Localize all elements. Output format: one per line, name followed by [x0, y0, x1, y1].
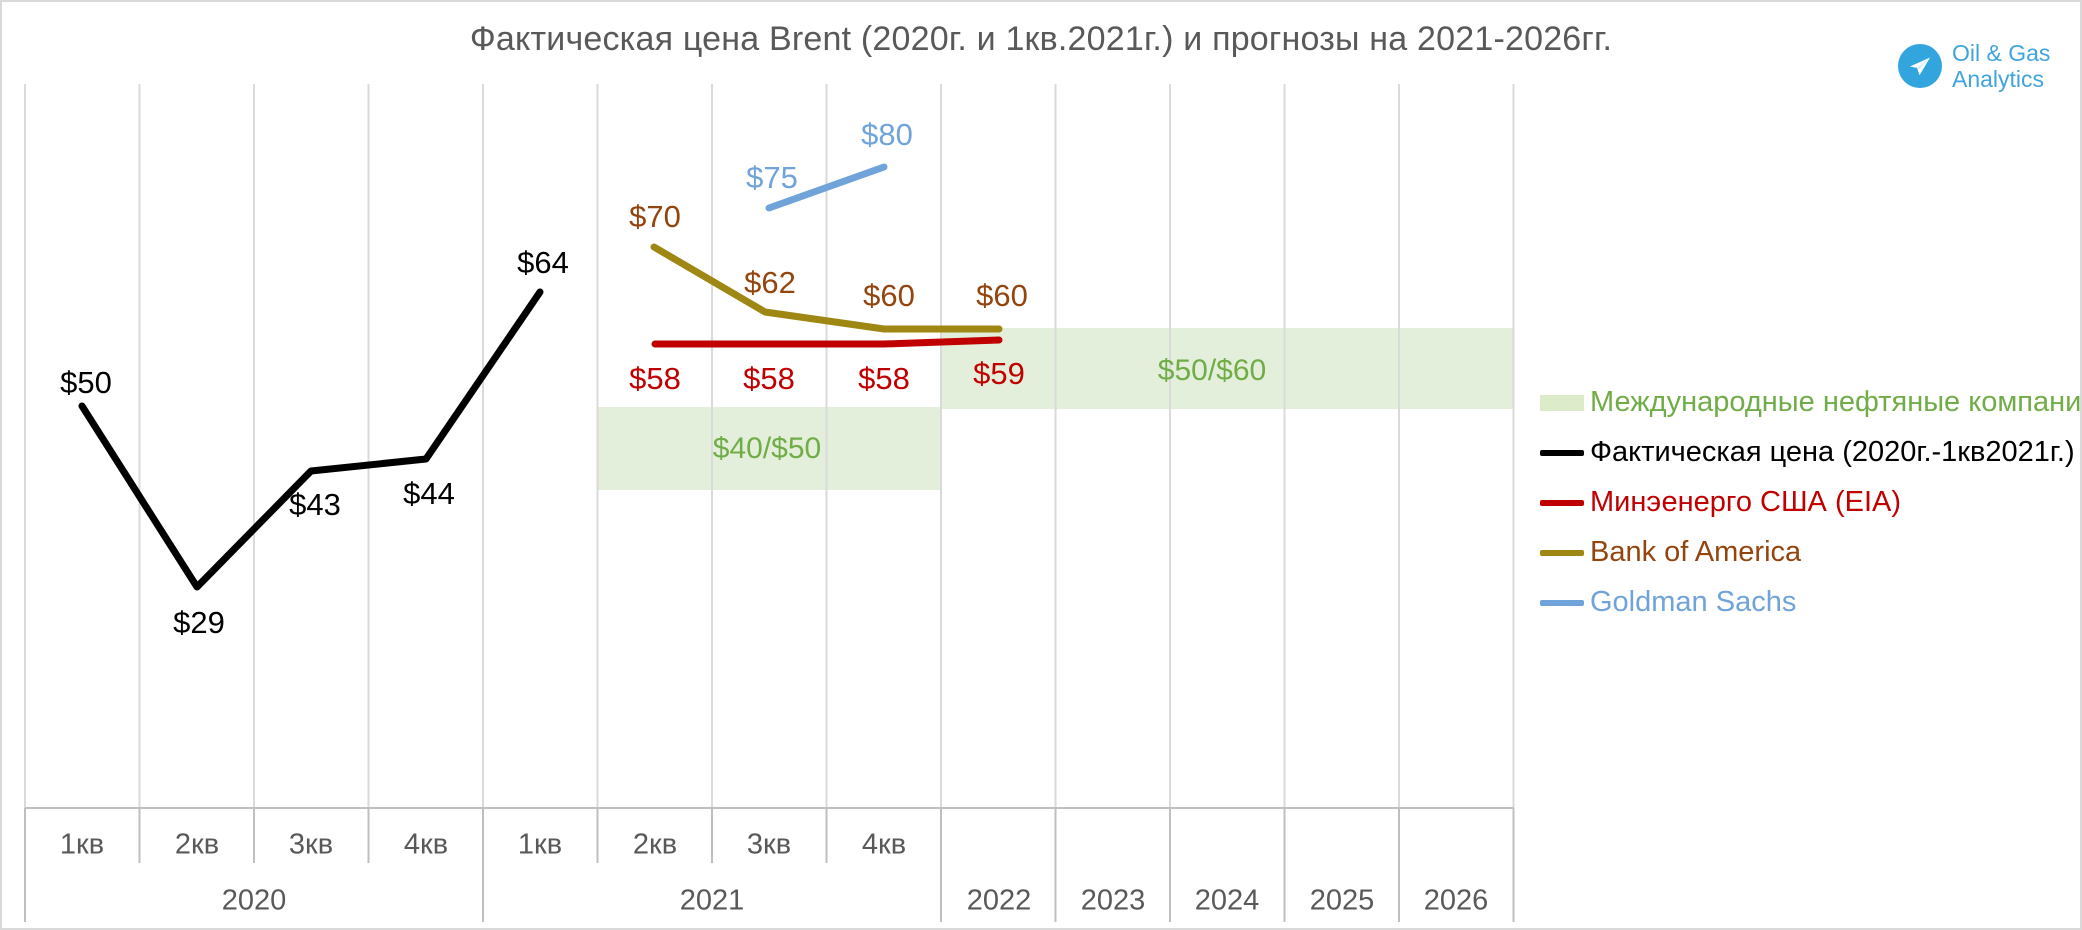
label-eia-3q2021: $58: [743, 361, 795, 396]
axis-year-2024: 2024: [1194, 884, 1260, 917]
band-40-50: [597, 407, 941, 490]
label-boa-2q2021: $70: [629, 199, 681, 234]
legend-label-band: Международные нефтяные компании: [1590, 386, 2082, 418]
label-eia-2q2021: $58: [629, 361, 681, 396]
label-eia-4q2021: $58: [858, 361, 910, 396]
axis-q3-2021: 3кв: [746, 828, 792, 861]
channel-name-line1: Oil & Gas: [1952, 40, 2051, 66]
axis-year-2022: 2022: [966, 884, 1032, 917]
legend-item-eia: Минэенерго США (EIA): [1540, 486, 1901, 519]
series-boa-line: [650, 243, 1003, 333]
axis-year-2023: 2023: [1080, 884, 1146, 917]
label-actual-1q2021: $64: [517, 245, 569, 280]
label-actual-2q2020: $29: [173, 605, 225, 640]
actual-line-swatch: [1540, 449, 1584, 456]
gridlines: [24, 84, 1515, 808]
label-gs-4q2021: $80: [861, 117, 913, 152]
label-boa-2022: $60: [976, 278, 1028, 313]
band-swatch: [1540, 394, 1584, 411]
label-band-50-60: $50/$60: [1157, 354, 1267, 387]
axis-year-2026: 2026: [1423, 884, 1489, 917]
axis-q4-2021: 4кв: [861, 828, 907, 861]
axis-year-2020: 2020: [221, 884, 287, 917]
legend-label-boa: Bank of America: [1590, 536, 1802, 568]
series-eia-line: [651, 336, 1003, 348]
x-axis: [24, 807, 1515, 922]
legend-label-eia: Минэенерго США (EIA): [1590, 486, 1901, 518]
label-boa-3q2021: $62: [744, 265, 796, 300]
label-actual-4q2020: $44: [403, 476, 455, 511]
channel-name-line2: Analytics: [1952, 66, 2045, 92]
label-actual-3q2020: $43: [289, 487, 341, 522]
legend-item-band: Международные нефтяные компании: [1540, 386, 2082, 419]
axis-q3-2020: 3кв: [288, 828, 334, 861]
label-boa-4q2021: $60: [863, 278, 915, 313]
axis-q2-2021: 2кв: [632, 828, 678, 861]
band-50-60: [941, 328, 1514, 409]
telegram-icon: [1898, 44, 1942, 88]
label-eia-2022: $59: [973, 356, 1025, 391]
axis-year-2025: 2025: [1309, 884, 1375, 917]
label-gs-3q2021: $75: [746, 160, 798, 195]
axis-q2-2020: 2кв: [174, 828, 220, 861]
boa-line-swatch: [1540, 549, 1584, 556]
legend-label-gs: Goldman Sachs: [1590, 586, 1797, 618]
legend-item-actual: Фактическая цена (2020г.-1кв2021г.): [1540, 436, 2075, 469]
series-actual-line: [78, 288, 544, 591]
gs-line-swatch: [1540, 599, 1584, 606]
legend-label-actual: Фактическая цена (2020г.-1кв2021г.): [1590, 436, 2075, 468]
chart-title: Фактическая цена Brent (2020г. и 1кв.202…: [469, 20, 1613, 58]
axis-year-2021: 2021: [679, 884, 745, 917]
label-band-40-50: $40/$50: [712, 432, 822, 465]
legend-item-gs: Goldman Sachs: [1540, 586, 1796, 619]
label-actual-1q2020: $50: [60, 365, 112, 400]
axis-q4-2020: 4кв: [403, 828, 449, 861]
legend-item-boa: Bank of America: [1540, 536, 1801, 569]
channel-logo: Oil & Gas Analytics: [1898, 40, 2050, 92]
axis-q1-2020: 1кв: [59, 828, 105, 861]
channel-name: Oil & Gas Analytics: [1952, 40, 2050, 92]
eia-line-swatch: [1540, 499, 1584, 506]
series-gs-line: [765, 163, 888, 212]
axis-q1-2021: 1кв: [517, 828, 563, 861]
